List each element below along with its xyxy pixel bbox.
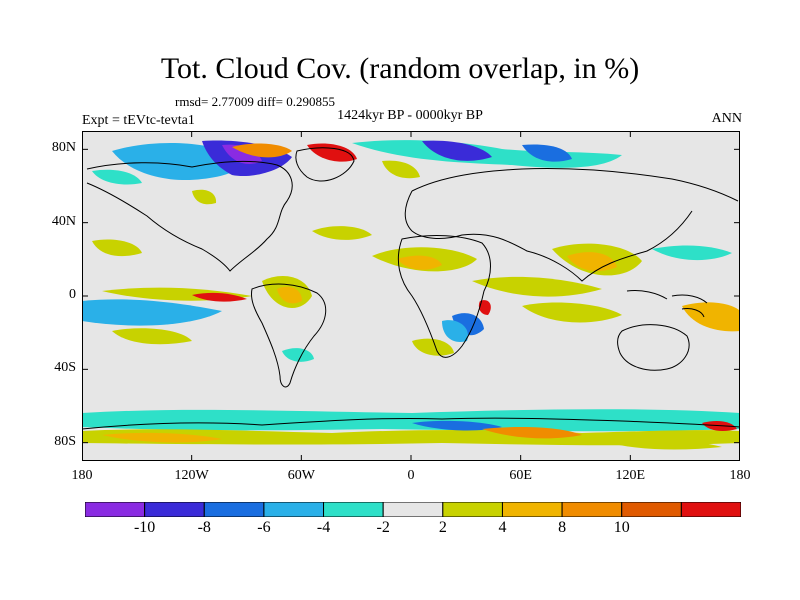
- colorbar-label: -2: [376, 519, 390, 536]
- colorbar-label: 10: [613, 519, 630, 536]
- patch-arctic-violet: [222, 144, 262, 164]
- coast-australia: [617, 324, 690, 371]
- patch-natl-yellow: [312, 226, 372, 240]
- colorbar-swatch: [382, 502, 444, 517]
- patch-indian-yellow: [522, 302, 622, 323]
- colorbar-label: -8: [197, 519, 211, 536]
- colorbar-swatch: [501, 502, 563, 517]
- colorbar-swatch: [144, 502, 205, 517]
- lon-tick-label: 60E: [509, 468, 532, 483]
- colorbar-label: 8: [558, 519, 567, 536]
- patch-wpac-cyan: [652, 245, 732, 261]
- colorbar-label: -10: [133, 519, 156, 536]
- patch-arctic-orange: [232, 143, 292, 158]
- colorbar-swatch: [442, 502, 503, 517]
- patch-southern-orange: [102, 432, 222, 443]
- patch-arctic-blue-east2: [522, 144, 572, 162]
- patch-africa-cyan: [442, 320, 468, 342]
- patch-epac-blue: [82, 299, 222, 326]
- patch-southern-yellow2: [602, 439, 722, 450]
- patch-eq-yellow: [472, 276, 602, 297]
- patch-npac-yellow: [92, 239, 142, 257]
- lon-tick-label: 120W: [174, 468, 209, 483]
- coast-antarctica: [82, 417, 740, 430]
- coast-north-america: [86, 160, 293, 272]
- patch-siberia-yellow: [382, 160, 420, 179]
- map-title: Tot. Cloud Cov. (random overlap, in %): [160, 52, 640, 85]
- colorbar-swatch: [680, 502, 741, 517]
- colorbar: [85, 502, 741, 517]
- lat-tick-label: 0: [69, 287, 76, 302]
- patch-slat-cyan: [282, 348, 314, 362]
- coast-eurasia: [404, 167, 739, 282]
- colorbar-label: -6: [257, 519, 271, 536]
- patch-arctic-blue-east: [422, 140, 492, 161]
- period-label: 1424kyr BP - 0000kyr BP: [337, 108, 483, 123]
- coast-africa: [397, 235, 491, 358]
- lon-tick-label: 180: [71, 468, 93, 483]
- patch-samerica-orange: [277, 286, 302, 304]
- patch-npac-cyan: [92, 169, 142, 185]
- patch-southern-blue: [412, 420, 502, 431]
- rmsd-diff-stats: rmsd= 2.77009 diff= 0.290855: [175, 94, 335, 109]
- patch-southern-cyan: [82, 409, 740, 432]
- colorbar-label: 2: [438, 519, 447, 536]
- lon-tick-label: 180: [729, 468, 751, 483]
- coastlines: [82, 147, 740, 430]
- patch-epac-red: [192, 292, 247, 302]
- colorbar-swatch: [561, 502, 623, 517]
- world-anomaly-map: [82, 131, 740, 461]
- colorbar-swatch: [85, 502, 146, 517]
- lon-tick-label: 0: [407, 468, 415, 483]
- patch-spac-yellow: [112, 328, 192, 345]
- season-label: ANN: [711, 111, 742, 126]
- experiment-label: Expt = tEVtc-tevta1: [82, 113, 195, 128]
- colorbar-swatch: [263, 502, 325, 517]
- patch-africa-red: [478, 300, 491, 315]
- lat-tick-label: 40N: [51, 213, 76, 229]
- colorbar-swatch: [203, 502, 265, 517]
- lat-tick-label: 80S: [54, 433, 76, 449]
- colorbar-swatch: [621, 502, 682, 517]
- colorbar-label: 4: [498, 519, 507, 536]
- patch-southern-orange2: [482, 427, 582, 439]
- patch-sahara-orange: [397, 255, 442, 270]
- lat-tick-label: 40S: [54, 360, 76, 376]
- lat-tick-label: 80N: [51, 140, 76, 156]
- lon-tick-label: 60W: [287, 468, 315, 483]
- coast-south-america: [251, 283, 327, 388]
- coast-greenland: [295, 147, 355, 182]
- patch-safrica-yellow: [412, 338, 454, 356]
- patch-wpac-orange: [682, 302, 740, 332]
- colorbar-swatch: [323, 502, 384, 517]
- coast-se-asia-islands: [626, 290, 708, 318]
- colorbar-label: -4: [316, 519, 331, 536]
- tick-marks: [82, 131, 740, 461]
- lon-tick-label: 120E: [615, 468, 646, 483]
- patch-canada-yellow: [192, 189, 217, 205]
